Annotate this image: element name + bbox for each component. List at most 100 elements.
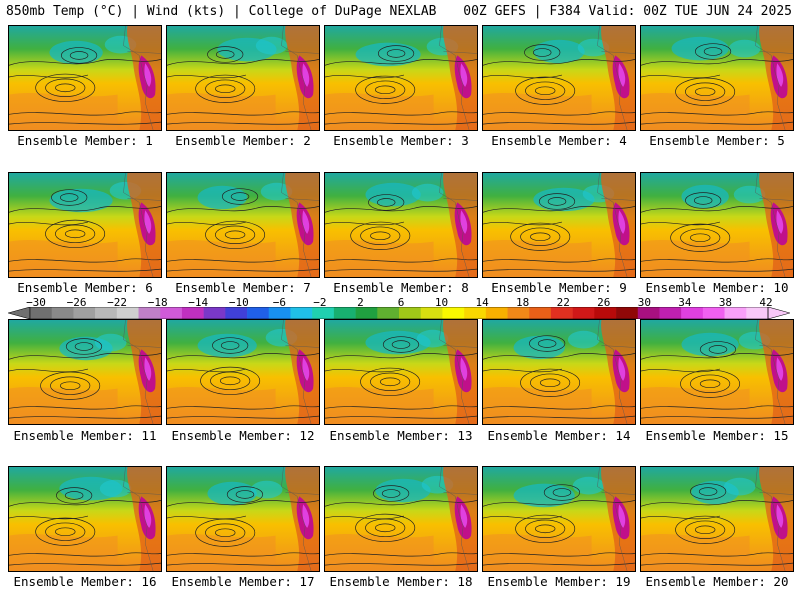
ensemble-member-label: Ensemble Member: 10 [645,280,789,295]
temperature-map [483,320,635,424]
colorbar-outline [29,307,769,319]
temperature-map [325,320,477,424]
colorbar-swatch [268,307,291,319]
colorbar-swatch [312,307,335,319]
ensemble-member-label: Ensemble Member: 4 [491,133,627,148]
temperature-map [167,26,319,130]
ensemble-member-label: Ensemble Member: 16 [13,574,157,589]
colorbar-swatch [290,307,313,319]
temperature-map [641,320,793,424]
ensemble-member-label: Ensemble Member: 3 [333,133,469,148]
colorbar-swatch [442,307,465,319]
colorbar-swatch [616,307,639,319]
temperature-map [167,320,319,424]
ensemble-map-panel [324,319,478,425]
ensemble-map-panel [166,466,320,572]
temperature-map [9,320,161,424]
colorbar-swatch [572,307,595,319]
ensemble-member-label: Ensemble Member: 17 [171,574,315,589]
colorbar-tick-label: 2 [357,296,364,309]
temperature-map [641,173,793,277]
header-run-info: 00Z GEFS | F384 Valid: 00Z TUE JUN 24 20… [463,4,792,19]
temperature-colorbar [8,307,790,319]
ensemble-member-label: Ensemble Member: 19 [487,574,631,589]
header-title: 850mb Temp (°C) | Wind (kts) | College o… [6,4,437,19]
ensemble-member-label: Ensemble Member: 9 [491,280,627,295]
colorbar-swatch [724,307,747,319]
colorbar-tick-label: 38 [718,296,733,309]
temperature-map [325,467,477,571]
ensemble-member-label: Ensemble Member: 13 [329,428,473,443]
ensemble-member-label: Ensemble Member: 6 [17,280,153,295]
ensemble-map-panel [482,319,636,425]
colorbar-swatch [702,307,725,319]
colorbar-swatch [181,307,204,319]
temperature-map [325,26,477,130]
colorbar-tick-label: 14 [475,296,489,309]
ensemble-map-panel [8,466,162,572]
ensemble-map-panel [640,25,794,131]
ensemble-map-panel [8,25,162,131]
ensemble-map-panel [166,319,320,425]
temperature-map [167,467,319,571]
colorbar-tick-label: −30 [26,296,46,309]
ensemble-map-panel [166,25,320,131]
colorbar-swatch [507,307,530,319]
ensemble-map-panel [640,172,794,278]
temperature-map [483,26,635,130]
ensemble-member-label: Ensemble Member: 18 [329,574,473,589]
colorbar-swatch [637,307,660,319]
colorbar-tick-label: 30 [637,296,651,309]
temperature-map [483,173,635,277]
colorbar-swatch [203,307,226,319]
colorbar-swatch [659,307,682,319]
colorbar-tick-label: 18 [516,296,530,309]
ensemble-member-label: Ensemble Member: 2 [175,133,311,148]
ensemble-member-label: Ensemble Member: 15 [645,428,789,443]
colorbar-swatch [95,307,118,319]
ensemble-member-label: Ensemble Member: 11 [13,428,157,443]
colorbar-tick-label: −6 [272,296,286,309]
temperature-map [9,173,161,277]
colorbar-swatch [355,307,378,319]
ensemble-map-panel [640,466,794,572]
ensemble-member-label: Ensemble Member: 8 [333,280,469,295]
colorbar-swatch [681,307,704,319]
temperature-map [641,467,793,571]
ensemble-map-panel [8,319,162,425]
colorbar-swatch [30,307,53,319]
colorbar-tick-label: 10 [434,296,449,309]
temperature-map [167,173,319,277]
colorbar-swatch [160,307,183,319]
colorbar-tick-label: −10 [228,296,249,309]
ensemble-map-panel [482,466,636,572]
colorbar-swatch [247,307,270,319]
ensemble-map-panel [166,172,320,278]
colorbar-swatch [377,307,400,319]
colorbar-tick-label: 34 [678,296,692,309]
temperature-map [9,26,161,130]
colorbar-tick-label: −22 [107,296,128,309]
ensemble-map-panel [482,172,636,278]
colorbar-swatch [746,307,769,319]
ensemble-member-label: Ensemble Member: 1 [17,133,153,148]
colorbar-swatch [550,307,573,319]
colorbar-tick-label: −14 [188,296,209,309]
colorbar-swatch [333,307,356,319]
ensemble-member-label: Ensemble Member: 20 [645,574,789,589]
colorbar-swatch [73,307,96,319]
colorbar-swatch [594,307,617,319]
colorbar-tick-label: 22 [556,296,570,309]
ensemble-member-label: Ensemble Member: 12 [171,428,315,443]
colorbar-swatch [399,307,422,319]
colorbar-tick-label: −18 [147,296,168,309]
colorbar-swatch [464,307,487,319]
temperature-map [483,467,635,571]
ensemble-member-label: Ensemble Member: 7 [175,280,311,295]
colorbar-swatch [138,307,161,319]
colorbar-tick-label: 42 [759,296,773,309]
temperature-map [641,26,793,130]
temperature-map [9,467,161,571]
ensemble-map-panel [324,466,478,572]
colorbar-swatch [420,307,443,319]
